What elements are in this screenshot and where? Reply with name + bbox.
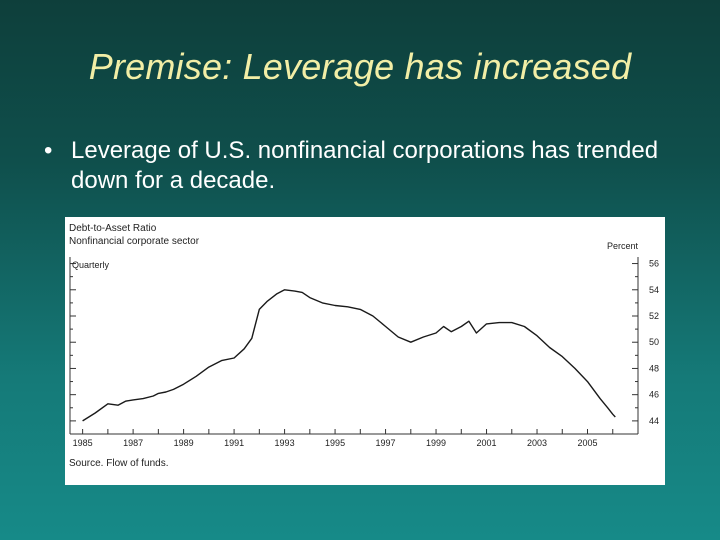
y-tick-label: 52 [649, 311, 659, 321]
y-tick-label: 56 [649, 259, 659, 269]
y-axis-label: Percent [607, 241, 639, 251]
chart-title: Debt-to-Asset Ratio [69, 223, 157, 234]
x-tick-label: 1997 [376, 438, 396, 448]
y-tick-label: 46 [649, 390, 659, 400]
source-note: Source. Flow of funds. [69, 458, 169, 469]
y-tick-label: 48 [649, 363, 659, 373]
series-line [82, 289, 616, 422]
x-tick-label: 1989 [174, 438, 194, 448]
frequency-label: Quarterly [72, 260, 110, 270]
chart-figure: 1985 1987 1989 1991 1993 1995 1997 1999 2001 2003… [65, 217, 665, 485]
x-tick-label: 2003 [527, 438, 547, 448]
x-tick-label: 1987 [123, 438, 143, 448]
y-tick-label: 44 [649, 416, 659, 426]
bullet-text: Leverage of U.S. nonfinancial corporatio… [71, 137, 659, 194]
bullet-dot: • [44, 137, 53, 164]
x-tick-label: 1993 [275, 438, 295, 448]
x-tick-label: 2005 [577, 438, 597, 448]
x-tick-label: 2001 [477, 438, 497, 448]
slide-title: Premise: Leverage has increased [88, 46, 632, 87]
chart-subtitle: Nonfinancial corporate sector [69, 236, 200, 247]
x-tick-label: 1985 [73, 438, 93, 448]
y-tick-label: 50 [649, 337, 659, 347]
x-tick-label: 1995 [325, 438, 345, 448]
x-tick-label: 1991 [224, 438, 244, 448]
debt-to-asset-chart: 1985 1987 1989 1991 1993 1995 1997 1999 2001 2003… [69, 257, 659, 448]
x-tick-label: 1999 [426, 438, 446, 448]
y-tick-label: 54 [649, 285, 659, 295]
